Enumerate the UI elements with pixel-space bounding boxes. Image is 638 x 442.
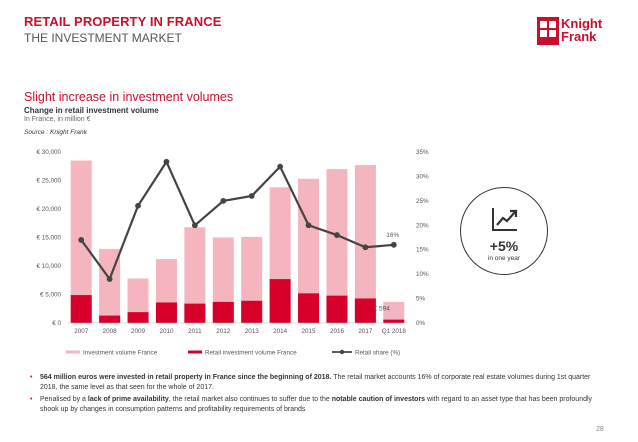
retail-share-point bbox=[220, 197, 227, 204]
investment-volume-bar bbox=[127, 278, 149, 323]
left-axis-tick-label: € 15,000 bbox=[36, 235, 61, 242]
bullet-2-mid: , the retail market also continues to su… bbox=[168, 396, 332, 403]
logo-line-1: Knight bbox=[561, 16, 603, 31]
bullet-2-bold-1: lack of prime availability bbox=[87, 396, 169, 403]
legend-swatch bbox=[66, 350, 80, 354]
bullet-item-2: Penalised by a lack of prime availabilit… bbox=[30, 395, 605, 414]
page-title: RETAIL PROPERTY IN FRANCE bbox=[24, 14, 222, 29]
retail-share-line bbox=[80, 159, 394, 282]
x-axis-tick-label: 2007 bbox=[74, 328, 89, 335]
retail-share-point bbox=[334, 232, 340, 238]
legend-entry: Retail share (%) bbox=[355, 349, 400, 356]
x-axis-tick-label: 2014 bbox=[273, 328, 288, 335]
kpi-badge: +5% in one year bbox=[460, 187, 548, 275]
bullet-list: 564 million euros were invested in retai… bbox=[30, 373, 605, 417]
logo-wordmark: Knight Frank bbox=[561, 17, 602, 43]
bullet-item-1: 564 million euros were invested in retai… bbox=[30, 373, 605, 392]
chart-title: Change in retail investment volume bbox=[24, 106, 159, 115]
retail-share-point bbox=[135, 202, 141, 209]
investment-volume-bar bbox=[383, 301, 405, 323]
left-axis-tick-label: € 20,000 bbox=[36, 206, 61, 213]
bullet-1-text: The retail market accounts 16% of corpor… bbox=[40, 374, 591, 391]
left-axis-tick-label: € 25,000 bbox=[36, 178, 61, 185]
retail-share-point bbox=[305, 222, 312, 229]
retail-share-point bbox=[163, 158, 170, 165]
retail-volume-bar bbox=[241, 300, 263, 323]
retail-volume-bar bbox=[184, 303, 206, 323]
retail-share-point bbox=[106, 276, 113, 282]
retail-volume-bar bbox=[354, 298, 376, 323]
page-subtitle: THE INVESTMENT MARKET bbox=[24, 31, 182, 45]
retail-share-point bbox=[78, 237, 85, 243]
right-axis-tick-label: 30% bbox=[416, 173, 429, 180]
kpi-value: +5% bbox=[489, 238, 519, 254]
right-axis-tick-label: 15% bbox=[416, 247, 429, 254]
chart-subtitle: In France, in million € bbox=[24, 116, 91, 123]
legend-swatch-point bbox=[339, 349, 345, 355]
bullet-1-bold: 564 million euros were invested in retai… bbox=[40, 374, 332, 381]
retail-share-point bbox=[362, 244, 369, 251]
right-axis-tick-label: 20% bbox=[416, 222, 429, 229]
kpi-label: in one year bbox=[487, 255, 521, 262]
investment-volume-bar bbox=[212, 237, 234, 323]
bullet-2-lead: Penalised by a bbox=[40, 396, 88, 403]
left-axis-tick-label: € 5,000 bbox=[40, 292, 62, 299]
investment-volume-bar bbox=[354, 165, 376, 323]
retail-volume-bar bbox=[326, 295, 348, 323]
retail-volume-bar bbox=[70, 295, 92, 323]
x-axis-tick-label: 2009 bbox=[131, 328, 146, 335]
investment-volume-bar bbox=[184, 227, 206, 323]
x-axis-tick-label: 2015 bbox=[302, 328, 317, 335]
section-title: Slight increase in investment volumes bbox=[24, 90, 234, 104]
trend-up-chart-icon bbox=[492, 208, 518, 231]
logo-mark-icon bbox=[537, 17, 559, 45]
x-axis-tick-label: 2017 bbox=[358, 328, 373, 335]
investment-volume-bar bbox=[326, 169, 348, 323]
right-axis-tick-label: 25% bbox=[416, 198, 429, 205]
retail-volume-bar bbox=[99, 315, 121, 323]
bullet-2-tail: with regard to an asset type that has be… bbox=[40, 396, 593, 413]
retail-volume-bar bbox=[212, 301, 234, 323]
retail-volume-bar bbox=[155, 302, 177, 323]
last-bar-label: € 594 bbox=[374, 306, 391, 313]
legend-entry: Investment volume France bbox=[83, 349, 158, 356]
legend-swatch bbox=[188, 350, 202, 354]
right-axis-tick-label: 35% bbox=[416, 149, 429, 156]
x-axis-tick-label: Q1 2018 bbox=[382, 328, 407, 335]
x-axis-tick-label: 2013 bbox=[245, 328, 260, 335]
legend-entry: Retail investment volume France bbox=[205, 349, 297, 356]
retail-share-point bbox=[390, 241, 397, 248]
page-number: 28 bbox=[596, 426, 604, 433]
right-axis-tick-label: 0% bbox=[416, 320, 426, 327]
right-axis-tick-label: 5% bbox=[416, 296, 426, 303]
retail-volume-bar bbox=[383, 319, 405, 323]
retail-volume-bar bbox=[269, 279, 291, 323]
knight-frank-logo: Knight Frank bbox=[537, 17, 621, 45]
left-axis-tick-label: € 10,000 bbox=[36, 263, 61, 270]
x-axis-tick-label: 2008 bbox=[103, 328, 118, 335]
x-axis-tick-label: 2012 bbox=[216, 328, 231, 335]
retail-share-point bbox=[277, 163, 284, 170]
logo-line-2: Frank bbox=[561, 29, 597, 44]
left-axis-tick-label: € 30,000 bbox=[36, 149, 61, 156]
retail-volume-bar bbox=[298, 293, 320, 323]
retail-share-point bbox=[248, 193, 255, 199]
x-axis-tick-label: 2016 bbox=[330, 328, 345, 335]
x-axis-tick-label: 2010 bbox=[159, 328, 174, 335]
x-axis-tick-label: 2011 bbox=[188, 328, 202, 335]
bullet-2-bold-2: notable caution of investors bbox=[331, 396, 426, 403]
left-axis-tick-label: € 0 bbox=[52, 320, 61, 327]
chart-source: Source : Knight Frank bbox=[24, 129, 87, 136]
last-point-label: 16% bbox=[386, 232, 399, 239]
retail-volume-bar bbox=[127, 312, 149, 323]
retail-share-point bbox=[191, 222, 198, 229]
right-axis-tick-label: 10% bbox=[416, 271, 429, 278]
